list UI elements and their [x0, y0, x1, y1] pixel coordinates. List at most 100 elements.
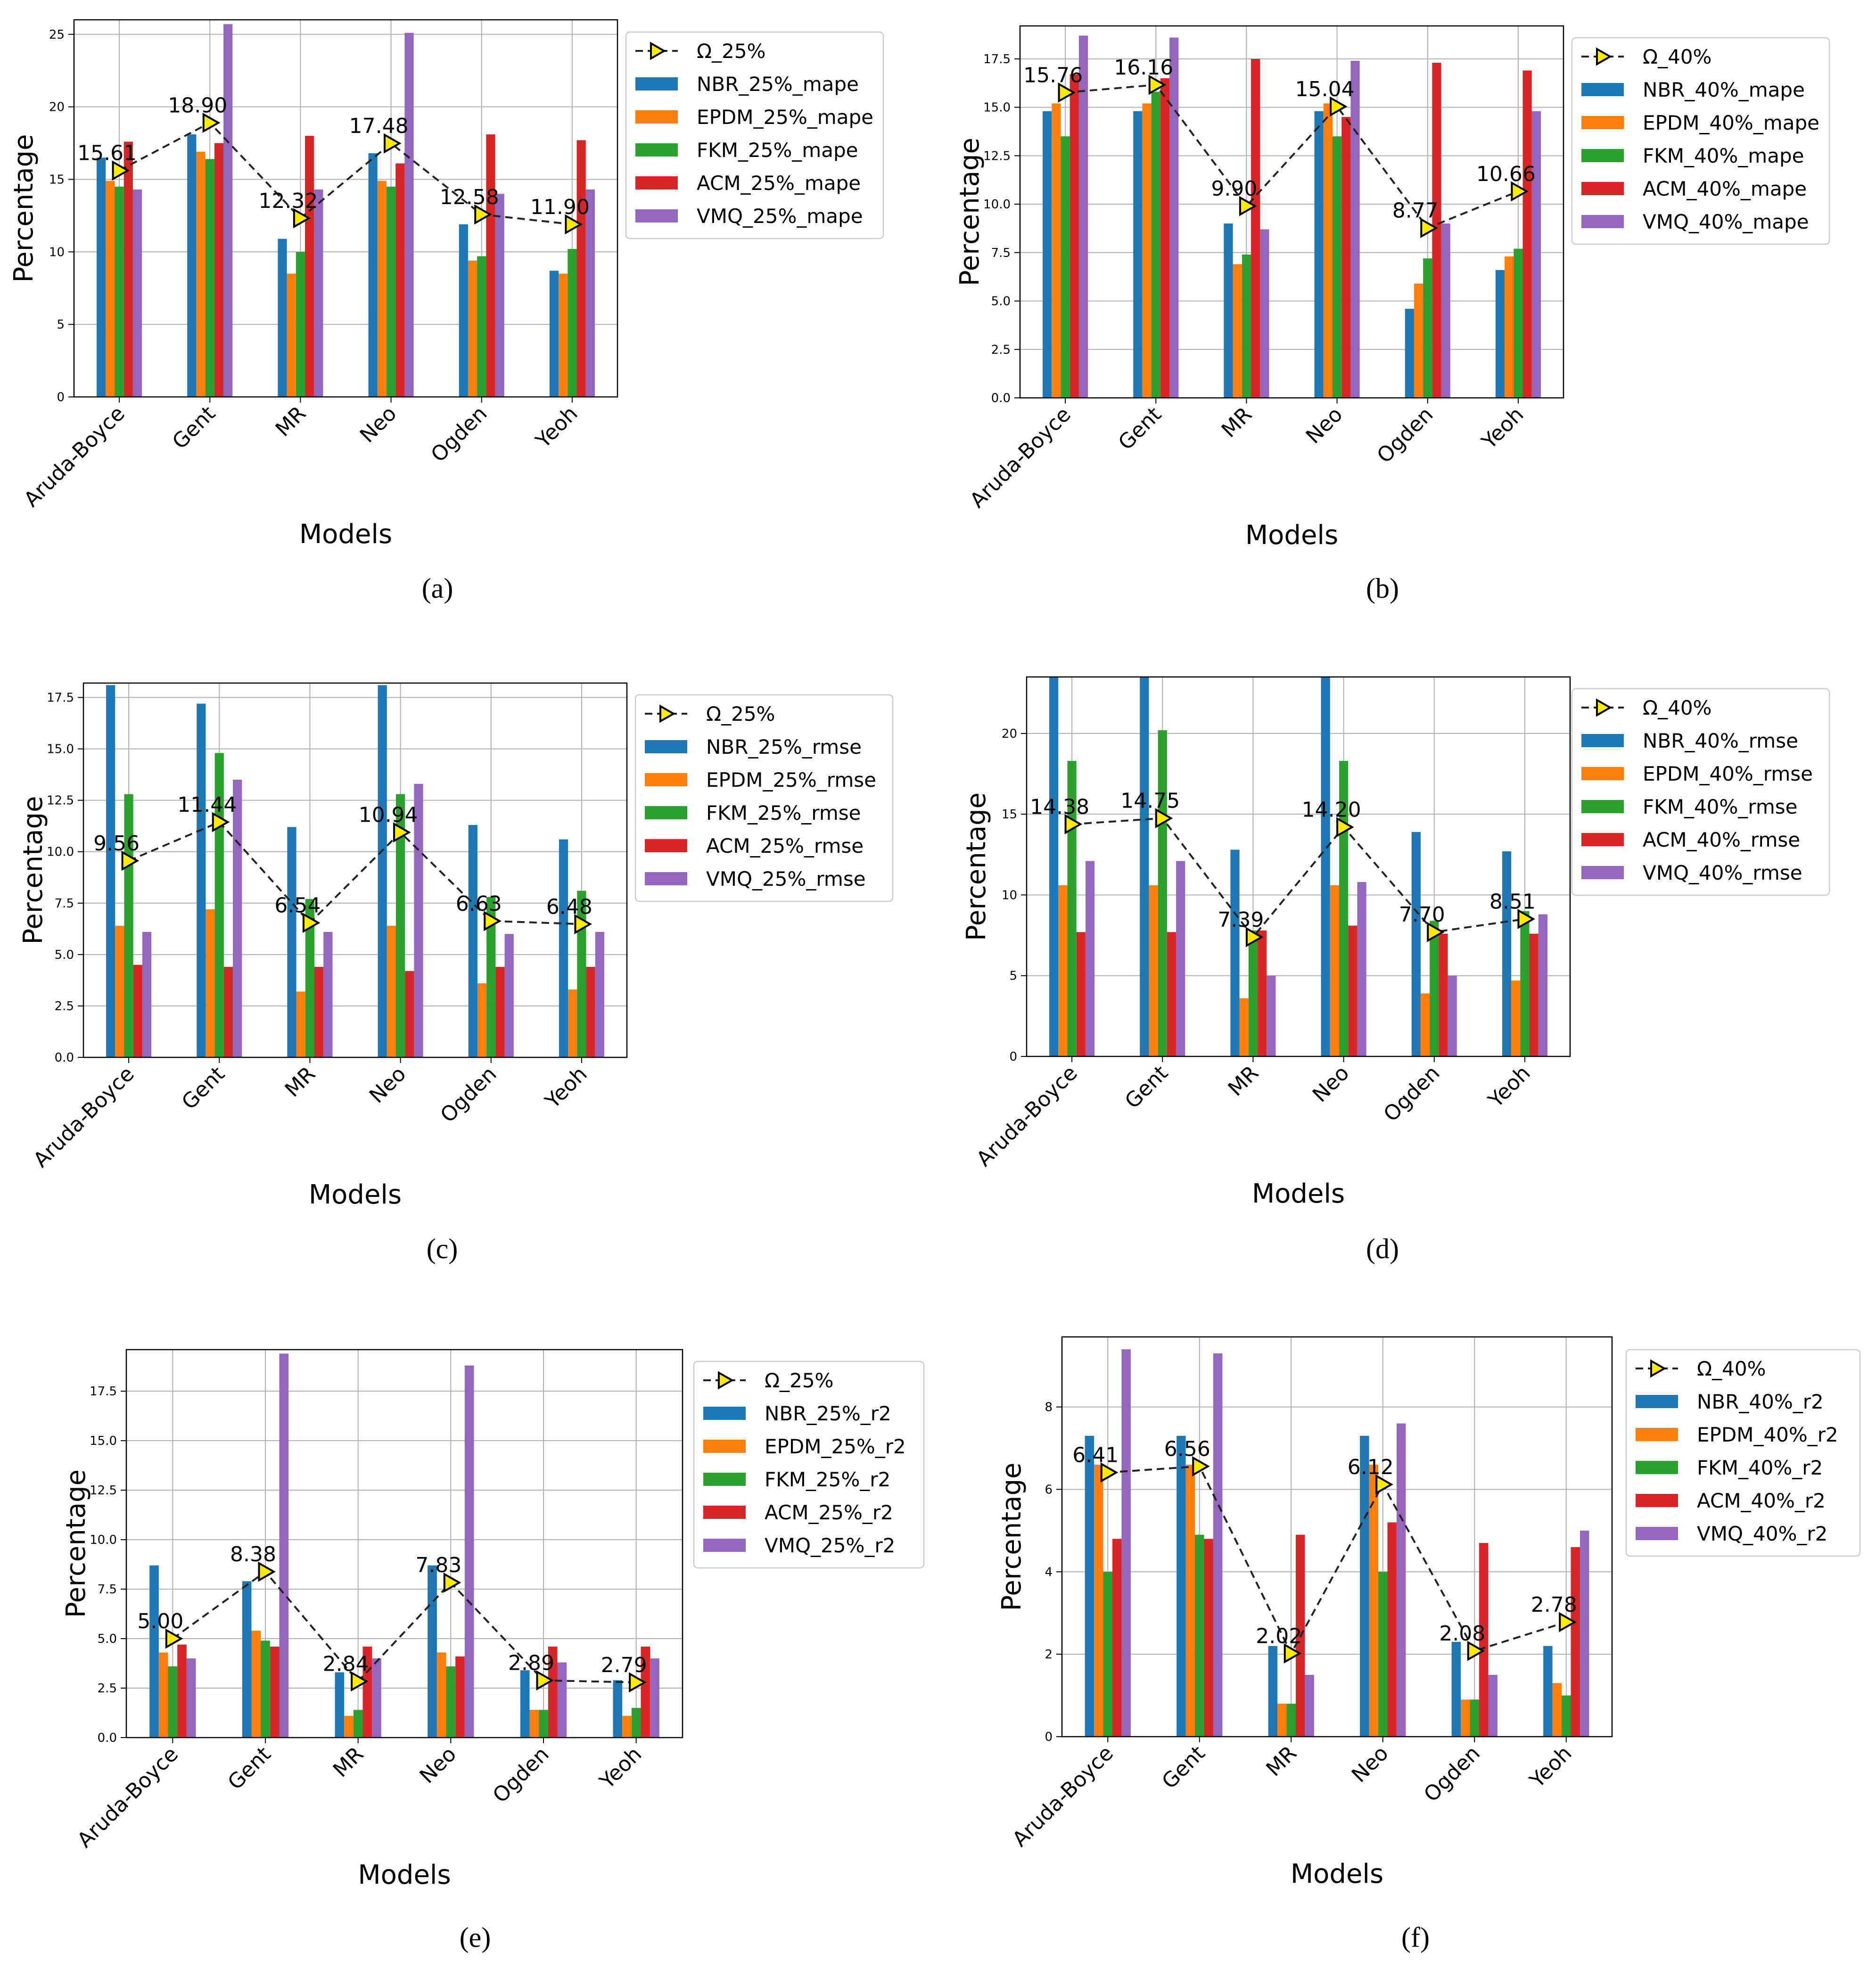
bar-nbr — [1360, 1435, 1369, 1737]
legend-label: ACM_40%_mape — [1643, 177, 1807, 200]
x-tick-label: Yeoh — [595, 1742, 647, 1794]
legend-box — [634, 694, 894, 902]
plot-area — [126, 1350, 683, 1738]
omega-marker — [393, 822, 411, 843]
bar-vmq — [1357, 882, 1366, 1056]
bar-nbr — [1321, 677, 1330, 1056]
bar-fkm — [1248, 930, 1258, 1056]
omega-marker — [202, 113, 221, 133]
y-tick-label: 2.5 — [98, 1682, 117, 1696]
legend-swatch-acm — [635, 176, 678, 190]
y-tick-label: 7.5 — [991, 246, 1011, 260]
bar-nbr — [1177, 1435, 1186, 1737]
bar-nbr — [559, 839, 568, 1057]
bar-epdm — [1058, 885, 1068, 1056]
y-tick-label: 2 — [1045, 1648, 1053, 1662]
bar-fkm — [395, 794, 405, 1057]
omega-value-label: 9.90 — [1211, 177, 1257, 201]
plot-area — [1027, 677, 1570, 1056]
bar-epdm — [206, 909, 215, 1057]
bar-vmq — [314, 190, 323, 397]
bar-vmq — [1078, 35, 1088, 398]
bar-epdm — [251, 1631, 261, 1738]
bar-nbr — [149, 1565, 159, 1738]
omega-marker — [1517, 909, 1535, 929]
legend-label-omega: Ω_25% — [765, 1369, 833, 1392]
legend: Ω_40% NBR_40%_mape EPDM_40%_mape FKM_40%_ma… — [1571, 37, 1830, 245]
plot-area — [74, 20, 617, 397]
bar-acm — [586, 967, 595, 1057]
chart-panel-c: 0.0 2.5 5.0 7.5 10.0 12.5 15.0 17.5 Aruda-Boyce G… — [18, 682, 894, 1264]
chart-panel-f: 0 2 4 6 8 Aruda-Boyce Gent MR Neo Ogden Yeoh Models… — [996, 1336, 1861, 1953]
triangle-right-icon — [1596, 47, 1613, 66]
bar-epdm — [1185, 1465, 1195, 1737]
triangle-right-icon — [718, 1371, 734, 1390]
bar-acm — [641, 1646, 650, 1738]
x-axis-title: Models — [1252, 1179, 1345, 1209]
bar-acm — [177, 1644, 187, 1738]
bar-fkm — [446, 1666, 456, 1738]
legend-box — [693, 1360, 925, 1569]
legend-label: EPDM_25%_rmse — [706, 768, 876, 791]
y-tick-label: 4 — [1045, 1565, 1053, 1579]
legend-label: NBR_40%_rmse — [1643, 729, 1798, 752]
bar-vmq — [1267, 975, 1276, 1056]
bar-vmq — [1176, 861, 1185, 1056]
bar-nbr — [335, 1672, 345, 1738]
legend-box — [1571, 37, 1830, 245]
bar-vmq — [650, 1658, 659, 1738]
bar-nbr — [520, 1670, 530, 1738]
bar-vmq — [1580, 1530, 1589, 1737]
bar-fkm — [1195, 1534, 1204, 1737]
bar-fkm — [631, 1708, 641, 1738]
legend-swatch-vmq — [635, 209, 678, 223]
bar-acm — [1341, 117, 1351, 398]
omega-value-label: 15.04 — [1295, 77, 1355, 101]
omega-line — [128, 821, 582, 925]
legend-swatch-epdm — [1636, 1428, 1678, 1441]
legend-label: EPDM_40%_mape — [1643, 111, 1819, 134]
omega-marker — [1336, 817, 1354, 838]
omega-line — [1108, 1465, 1567, 1656]
bar-nbr — [106, 685, 115, 1057]
omega-value-label: 12.32 — [258, 189, 318, 213]
bar-vmq — [1350, 60, 1360, 398]
bar-fkm — [1470, 1699, 1479, 1737]
y-tick-label: 2.5 — [991, 343, 1011, 357]
legend-swatch-fkm — [1581, 149, 1624, 162]
omega-marker — [1284, 1643, 1302, 1664]
bar-epdm — [1094, 1465, 1103, 1737]
x-tick-label: Neo — [415, 1742, 461, 1789]
chart-panel-e: 0.0 2.5 5.0 7.5 10.0 12.5 15.0 17.5 Aruda-Boyce G… — [61, 1349, 925, 1953]
omega-marker — [165, 1628, 183, 1649]
legend-label: ACM_40%_r2 — [1697, 1489, 1826, 1512]
bar-vmq — [1305, 1674, 1314, 1737]
bar-nbr — [1043, 111, 1052, 398]
bar-fkm — [296, 252, 305, 397]
legend-label: EPDM_25%_r2 — [765, 1435, 906, 1458]
bar-nbr — [97, 157, 106, 397]
omega-value-label: 11.44 — [177, 793, 237, 817]
triangle-right-icon — [1650, 1359, 1667, 1378]
omega-marker — [121, 850, 140, 871]
bar-acm — [1387, 1522, 1397, 1737]
bar-fkm — [261, 1640, 270, 1738]
legend-label: FKM_25%_rmse — [706, 801, 861, 824]
bar-nbr — [459, 224, 468, 397]
bar-acm — [548, 1646, 558, 1738]
omega-value-label: 2.08 — [1439, 1622, 1485, 1646]
bar-acm — [1112, 1539, 1122, 1737]
x-tick-label: MR — [329, 1742, 369, 1782]
x-tick-label: MR — [1217, 403, 1257, 443]
legend-label: FKM_40%_mape — [1643, 144, 1804, 167]
bar-fkm — [1514, 248, 1523, 398]
y-axis-title: Percentage — [954, 138, 985, 286]
bar-fkm — [353, 1710, 363, 1738]
legend-box — [1625, 1349, 1861, 1557]
bar-nbr — [1224, 223, 1233, 398]
x-tick-label: Ogden — [488, 1742, 554, 1808]
bar-nbr — [1085, 1435, 1094, 1737]
plot-frame — [125, 1349, 683, 1739]
omega-line — [172, 1570, 636, 1683]
bar-vmq — [1169, 37, 1179, 398]
